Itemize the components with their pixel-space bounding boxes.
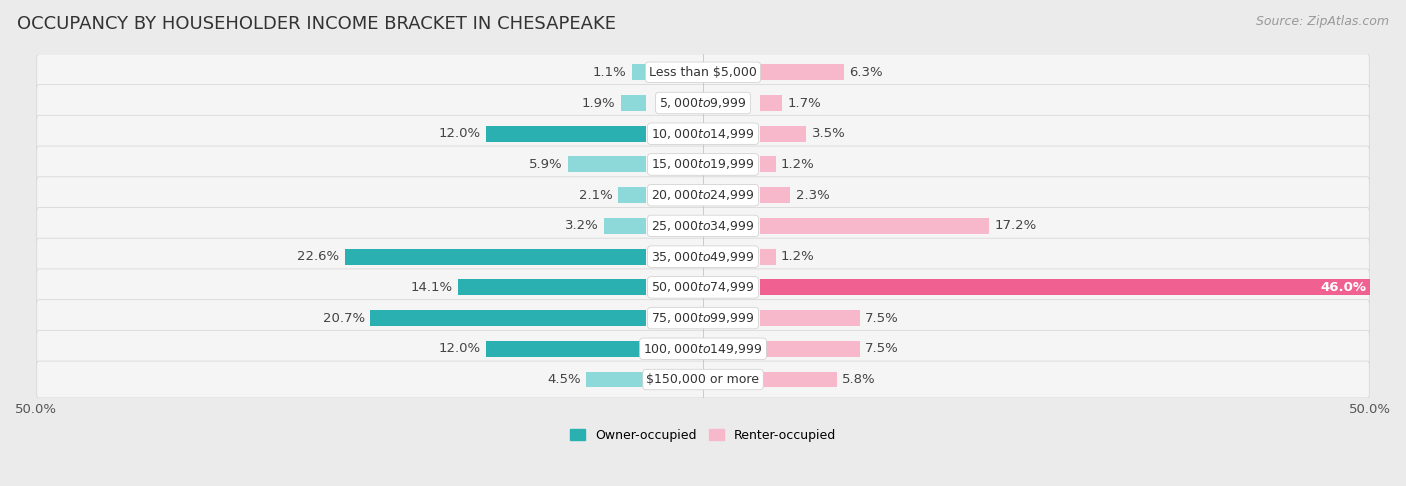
Bar bbox=[458, 279, 647, 295]
Text: 1.7%: 1.7% bbox=[787, 97, 821, 109]
Bar bbox=[370, 310, 647, 326]
Text: 1.1%: 1.1% bbox=[592, 66, 626, 79]
Bar bbox=[759, 249, 776, 264]
Bar bbox=[759, 371, 837, 387]
Text: $15,000 to $19,999: $15,000 to $19,999 bbox=[651, 157, 755, 172]
Text: 22.6%: 22.6% bbox=[297, 250, 339, 263]
Text: 3.5%: 3.5% bbox=[811, 127, 845, 140]
Bar bbox=[619, 187, 647, 203]
Bar bbox=[759, 126, 807, 142]
Text: 5.8%: 5.8% bbox=[842, 373, 876, 386]
Bar bbox=[759, 310, 859, 326]
Bar bbox=[759, 341, 859, 357]
Bar bbox=[759, 187, 790, 203]
Text: 5.9%: 5.9% bbox=[529, 158, 562, 171]
Bar bbox=[631, 64, 647, 80]
Bar bbox=[486, 341, 647, 357]
Bar bbox=[603, 218, 647, 234]
Text: OCCUPANCY BY HOUSEHOLDER INCOME BRACKET IN CHESAPEAKE: OCCUPANCY BY HOUSEHOLDER INCOME BRACKET … bbox=[17, 15, 616, 33]
Legend: Owner-occupied, Renter-occupied: Owner-occupied, Renter-occupied bbox=[565, 424, 841, 447]
Bar bbox=[344, 249, 647, 264]
Text: Less than $5,000: Less than $5,000 bbox=[650, 66, 756, 79]
Text: $35,000 to $49,999: $35,000 to $49,999 bbox=[651, 250, 755, 263]
Text: $50,000 to $74,999: $50,000 to $74,999 bbox=[651, 280, 755, 295]
Bar bbox=[759, 156, 776, 173]
Text: 46.0%: 46.0% bbox=[1320, 281, 1367, 294]
Text: $100,000 to $149,999: $100,000 to $149,999 bbox=[644, 342, 762, 356]
FancyBboxPatch shape bbox=[37, 269, 1369, 306]
Text: 12.0%: 12.0% bbox=[439, 127, 481, 140]
Text: 2.1%: 2.1% bbox=[579, 189, 613, 202]
Text: 7.5%: 7.5% bbox=[865, 312, 898, 325]
Text: 3.2%: 3.2% bbox=[565, 219, 599, 232]
Bar bbox=[759, 279, 1374, 295]
Text: Source: ZipAtlas.com: Source: ZipAtlas.com bbox=[1256, 15, 1389, 28]
Text: $25,000 to $34,999: $25,000 to $34,999 bbox=[651, 219, 755, 233]
Text: 2.3%: 2.3% bbox=[796, 189, 830, 202]
Text: 1.9%: 1.9% bbox=[582, 97, 616, 109]
FancyBboxPatch shape bbox=[37, 85, 1369, 122]
Text: 1.2%: 1.2% bbox=[782, 250, 815, 263]
Text: 1.2%: 1.2% bbox=[782, 158, 815, 171]
Text: 4.5%: 4.5% bbox=[547, 373, 581, 386]
Bar bbox=[486, 126, 647, 142]
Bar bbox=[621, 95, 647, 111]
FancyBboxPatch shape bbox=[37, 146, 1369, 183]
Bar bbox=[759, 95, 782, 111]
FancyBboxPatch shape bbox=[37, 238, 1369, 275]
Text: 7.5%: 7.5% bbox=[865, 342, 898, 355]
FancyBboxPatch shape bbox=[37, 300, 1369, 336]
Text: 6.3%: 6.3% bbox=[849, 66, 883, 79]
Text: 20.7%: 20.7% bbox=[323, 312, 364, 325]
Text: $75,000 to $99,999: $75,000 to $99,999 bbox=[651, 311, 755, 325]
Bar bbox=[759, 64, 844, 80]
FancyBboxPatch shape bbox=[37, 330, 1369, 367]
Text: $10,000 to $14,999: $10,000 to $14,999 bbox=[651, 127, 755, 141]
Text: 12.0%: 12.0% bbox=[439, 342, 481, 355]
Text: $150,000 or more: $150,000 or more bbox=[647, 373, 759, 386]
FancyBboxPatch shape bbox=[37, 177, 1369, 214]
FancyBboxPatch shape bbox=[37, 361, 1369, 398]
Text: 17.2%: 17.2% bbox=[994, 219, 1036, 232]
Text: $5,000 to $9,999: $5,000 to $9,999 bbox=[659, 96, 747, 110]
Text: $20,000 to $24,999: $20,000 to $24,999 bbox=[651, 188, 755, 202]
FancyBboxPatch shape bbox=[37, 208, 1369, 244]
Bar bbox=[759, 218, 990, 234]
Bar bbox=[568, 156, 647, 173]
Bar bbox=[586, 371, 647, 387]
FancyBboxPatch shape bbox=[37, 115, 1369, 152]
Text: 14.1%: 14.1% bbox=[411, 281, 453, 294]
FancyBboxPatch shape bbox=[37, 54, 1369, 91]
